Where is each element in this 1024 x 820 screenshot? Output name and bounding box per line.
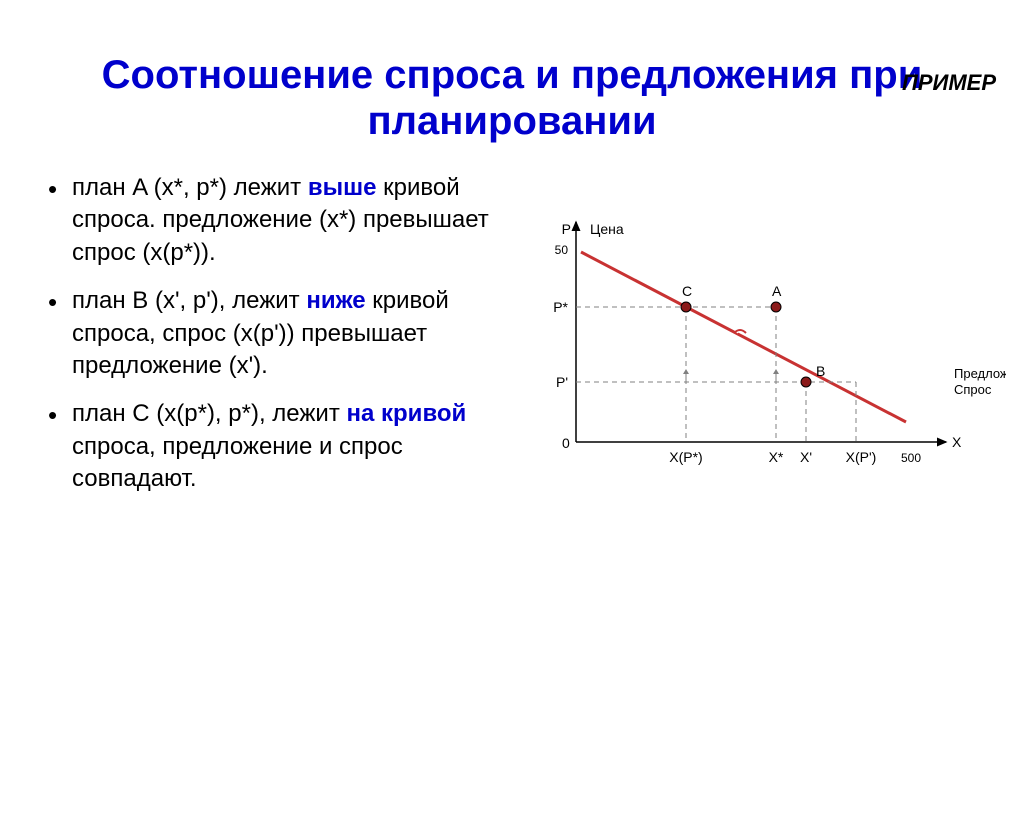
bullet-c-em: на кривой [347, 400, 467, 427]
corner-label: ПРИМЕР [902, 70, 996, 96]
page-title: Соотношение спроса и предложения при пла… [0, 52, 1024, 144]
xlabel-xpstar: X(P*) [669, 449, 702, 465]
bullet-item-b: план B (x', p'), лежит ниже кривой спрос… [46, 285, 516, 382]
label-c: C [682, 283, 692, 299]
y-axis-var: P [562, 221, 571, 237]
xlabel-xstar: X* [769, 449, 784, 465]
content-row: план A (x*, p*) лежит выше кривой спроса… [0, 172, 1024, 512]
demand-curve [581, 252, 906, 422]
xlabel-xprime: X' [800, 449, 812, 465]
point-a [771, 302, 781, 312]
label-b: B [816, 363, 825, 379]
point-c [681, 302, 691, 312]
bullet-list: план A (x*, p*) лежит выше кривой спроса… [46, 172, 516, 512]
ylabel-pprime: P' [556, 374, 568, 390]
bullet-b-em: ниже [306, 287, 365, 314]
demand-chart: A B C P Цена X 0 50 P* P' X(P*) X* X' X(P') 500 Предлож… [526, 192, 1006, 492]
bullet-c-pre: план C (x(p*), p*), лежит [72, 400, 347, 427]
bullet-c-post: спроса, предложение и спрос совпадают. [72, 433, 403, 492]
ylabel-pstar: P* [553, 299, 568, 315]
ytick-top: 50 [555, 243, 569, 257]
point-b [801, 377, 811, 387]
bullet-b-pre: план B (x', p'), лежит [72, 287, 306, 314]
xlabel-500: 500 [901, 451, 921, 465]
y-axis-title: Цена [590, 221, 624, 237]
xlabel-xpprime: X(P') [846, 449, 877, 465]
chart-area: A B C P Цена X 0 50 P* P' X(P*) X* X' X(P') 500 Предлож… [516, 172, 1004, 512]
legend-demand: Спрос [954, 382, 992, 397]
bullet-item-c: план C (x(p*), p*), лежит на кривой спро… [46, 398, 516, 495]
bullet-a-pre: план A (x*, p*) лежит [72, 174, 308, 201]
bullet-a-em: выше [308, 174, 377, 201]
bullet-item-a: план A (x*, p*) лежит выше кривой спроса… [46, 172, 516, 269]
x-axis-var: X [952, 434, 962, 450]
legend-supply: Предложение [954, 366, 1006, 381]
label-a: A [772, 283, 782, 299]
origin-label: 0 [562, 435, 570, 451]
